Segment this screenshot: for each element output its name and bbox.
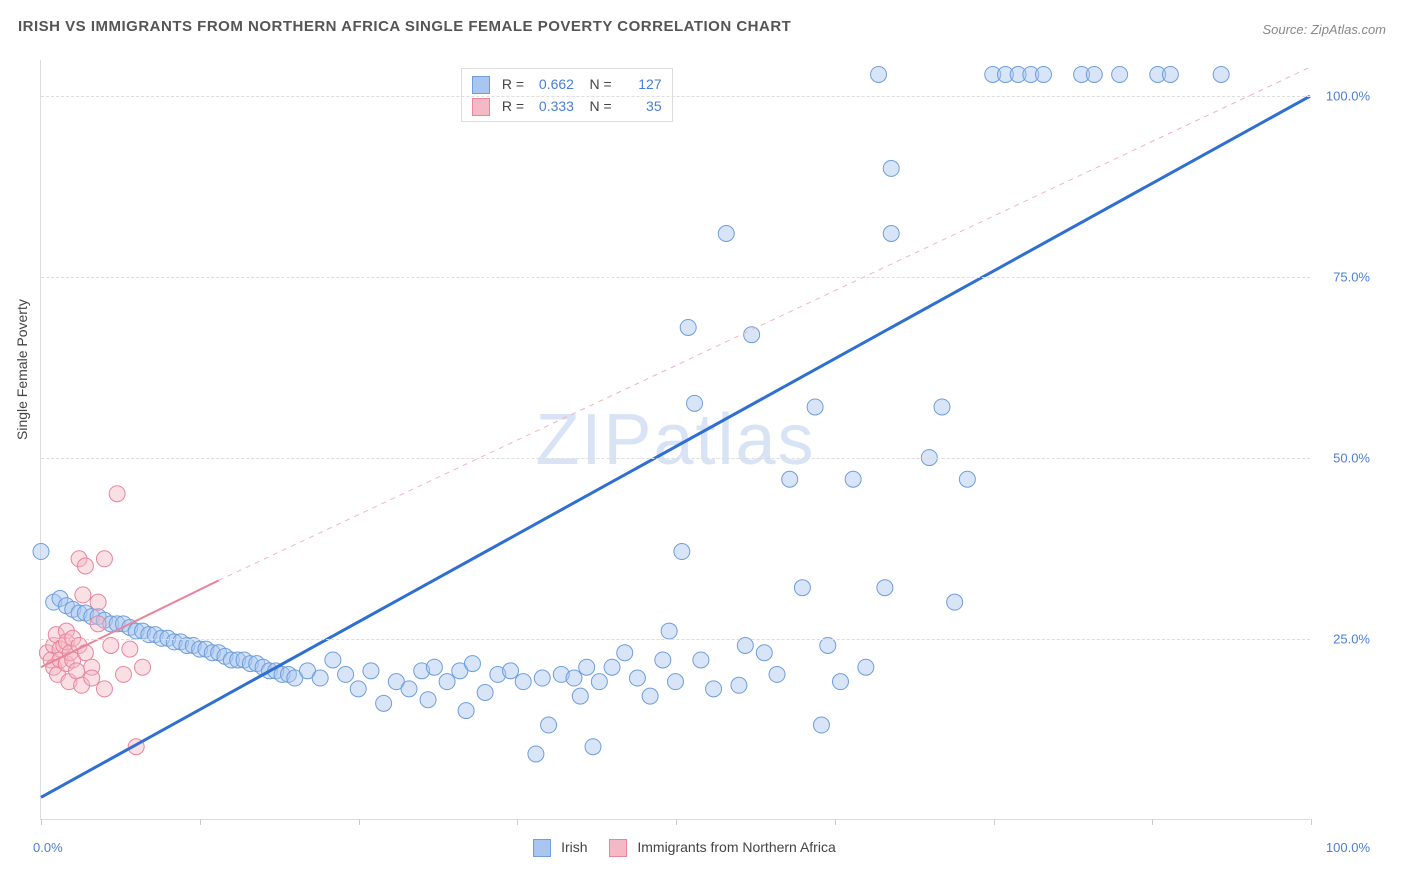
x-tick (1311, 819, 1312, 825)
x-tick (994, 819, 995, 825)
n-label: N = (590, 76, 612, 92)
y-tick-label: 50.0% (1315, 451, 1370, 466)
chart-svg (41, 60, 1310, 819)
series-legend: Irish Immigrants from Northern Africa (41, 839, 1310, 857)
immigrants-r-value: 0.333 (528, 95, 574, 117)
x-tick (676, 819, 677, 825)
x-tick (359, 819, 360, 825)
gridline (41, 639, 1310, 640)
x-tick (200, 819, 201, 825)
x-tick (1152, 819, 1153, 825)
irish-r-value: 0.662 (528, 73, 574, 95)
legend-swatch-immigrants (472, 98, 490, 116)
legend-label-immigrants: Immigrants from Northern Africa (637, 839, 835, 855)
legend-swatch-immigrants-bottom (609, 839, 627, 857)
legend-row-irish: R = 0.662 N = 127 (472, 73, 662, 95)
legend-row-immigrants: R = 0.333 N = 35 (472, 95, 662, 117)
y-tick-label: 100.0% (1315, 89, 1370, 104)
x-tick (517, 819, 518, 825)
x-tick (835, 819, 836, 825)
correlation-legend: R = 0.662 N = 127 R = 0.333 N = 35 (461, 68, 673, 122)
legend-swatch-irish (472, 76, 490, 94)
n-label: N = (590, 98, 612, 114)
x-tick (41, 819, 42, 825)
r-label: R = (502, 98, 524, 114)
y-axis-label: Single Female Poverty (14, 299, 30, 440)
gridline (41, 96, 1310, 97)
gridline (41, 277, 1310, 278)
immigrants-n-value: 35 (616, 95, 662, 117)
y-tick-label: 25.0% (1315, 632, 1370, 647)
r-label: R = (502, 76, 524, 92)
x-axis-max-label: 100.0% (1326, 840, 1370, 855)
y-tick-label: 75.0% (1315, 270, 1370, 285)
legend-label-irish: Irish (561, 839, 587, 855)
gridline (41, 458, 1310, 459)
source-label: Source: ZipAtlas.com (1262, 22, 1386, 37)
plot-area: ZIPatlas R = 0.662 N = 127 R = 0.333 N =… (40, 60, 1310, 820)
chart-title: IRISH VS IMMIGRANTS FROM NORTHERN AFRICA… (18, 18, 791, 35)
legend-swatch-irish-bottom (533, 839, 551, 857)
irish-n-value: 127 (616, 73, 662, 95)
